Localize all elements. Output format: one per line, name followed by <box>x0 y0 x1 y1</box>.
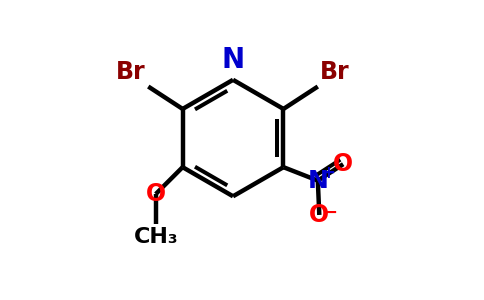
Text: N: N <box>222 46 244 74</box>
Text: CH₃: CH₃ <box>134 227 178 248</box>
Text: Br: Br <box>320 60 350 84</box>
Text: +: + <box>321 164 335 182</box>
Text: N: N <box>307 169 328 193</box>
Text: O: O <box>333 152 353 176</box>
Text: −: − <box>322 204 337 222</box>
Text: O: O <box>309 203 330 227</box>
Text: O: O <box>146 182 166 206</box>
Text: Br: Br <box>116 60 146 84</box>
